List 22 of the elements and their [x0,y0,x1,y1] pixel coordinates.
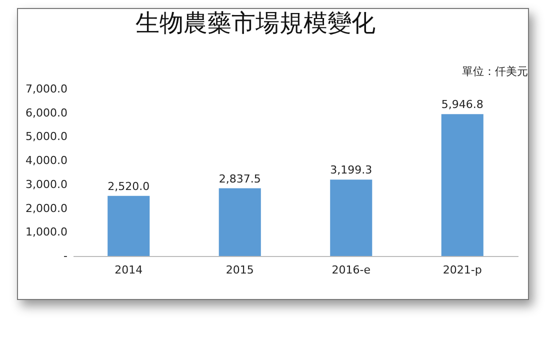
x-tick-label: 2021-p [442,264,482,276]
data-label: 2,837.5 [218,172,261,186]
y-tick-label: 5,000.0 [26,130,68,144]
data-label: 3,199.3 [330,164,372,177]
chart-title: 生物農藥市場規模變化 [136,9,376,37]
x-tick-label: 2014 [114,264,143,276]
bar [108,196,150,256]
bar [218,188,261,256]
y-tick-label: - [64,250,68,262]
y-tick-label: 2,000.0 [26,202,68,215]
x-tick-label: 2016-e [332,264,371,276]
y-tick-label: 4,000.0 [26,154,68,168]
bar [441,114,484,256]
y-tick-label: 6,000.0 [26,106,68,120]
y-tick-label: 7,000.0 [26,82,68,96]
y-tick-label: 1,000.0 [26,226,68,239]
data-label: 2,520.0 [108,180,150,193]
y-tick-label: 3,000.0 [26,178,68,191]
bar [330,180,372,256]
text: 單位：仟美元 [462,65,528,78]
data-label: 5,946.8 [441,98,484,112]
x-tick-label: 2015 [226,264,254,276]
